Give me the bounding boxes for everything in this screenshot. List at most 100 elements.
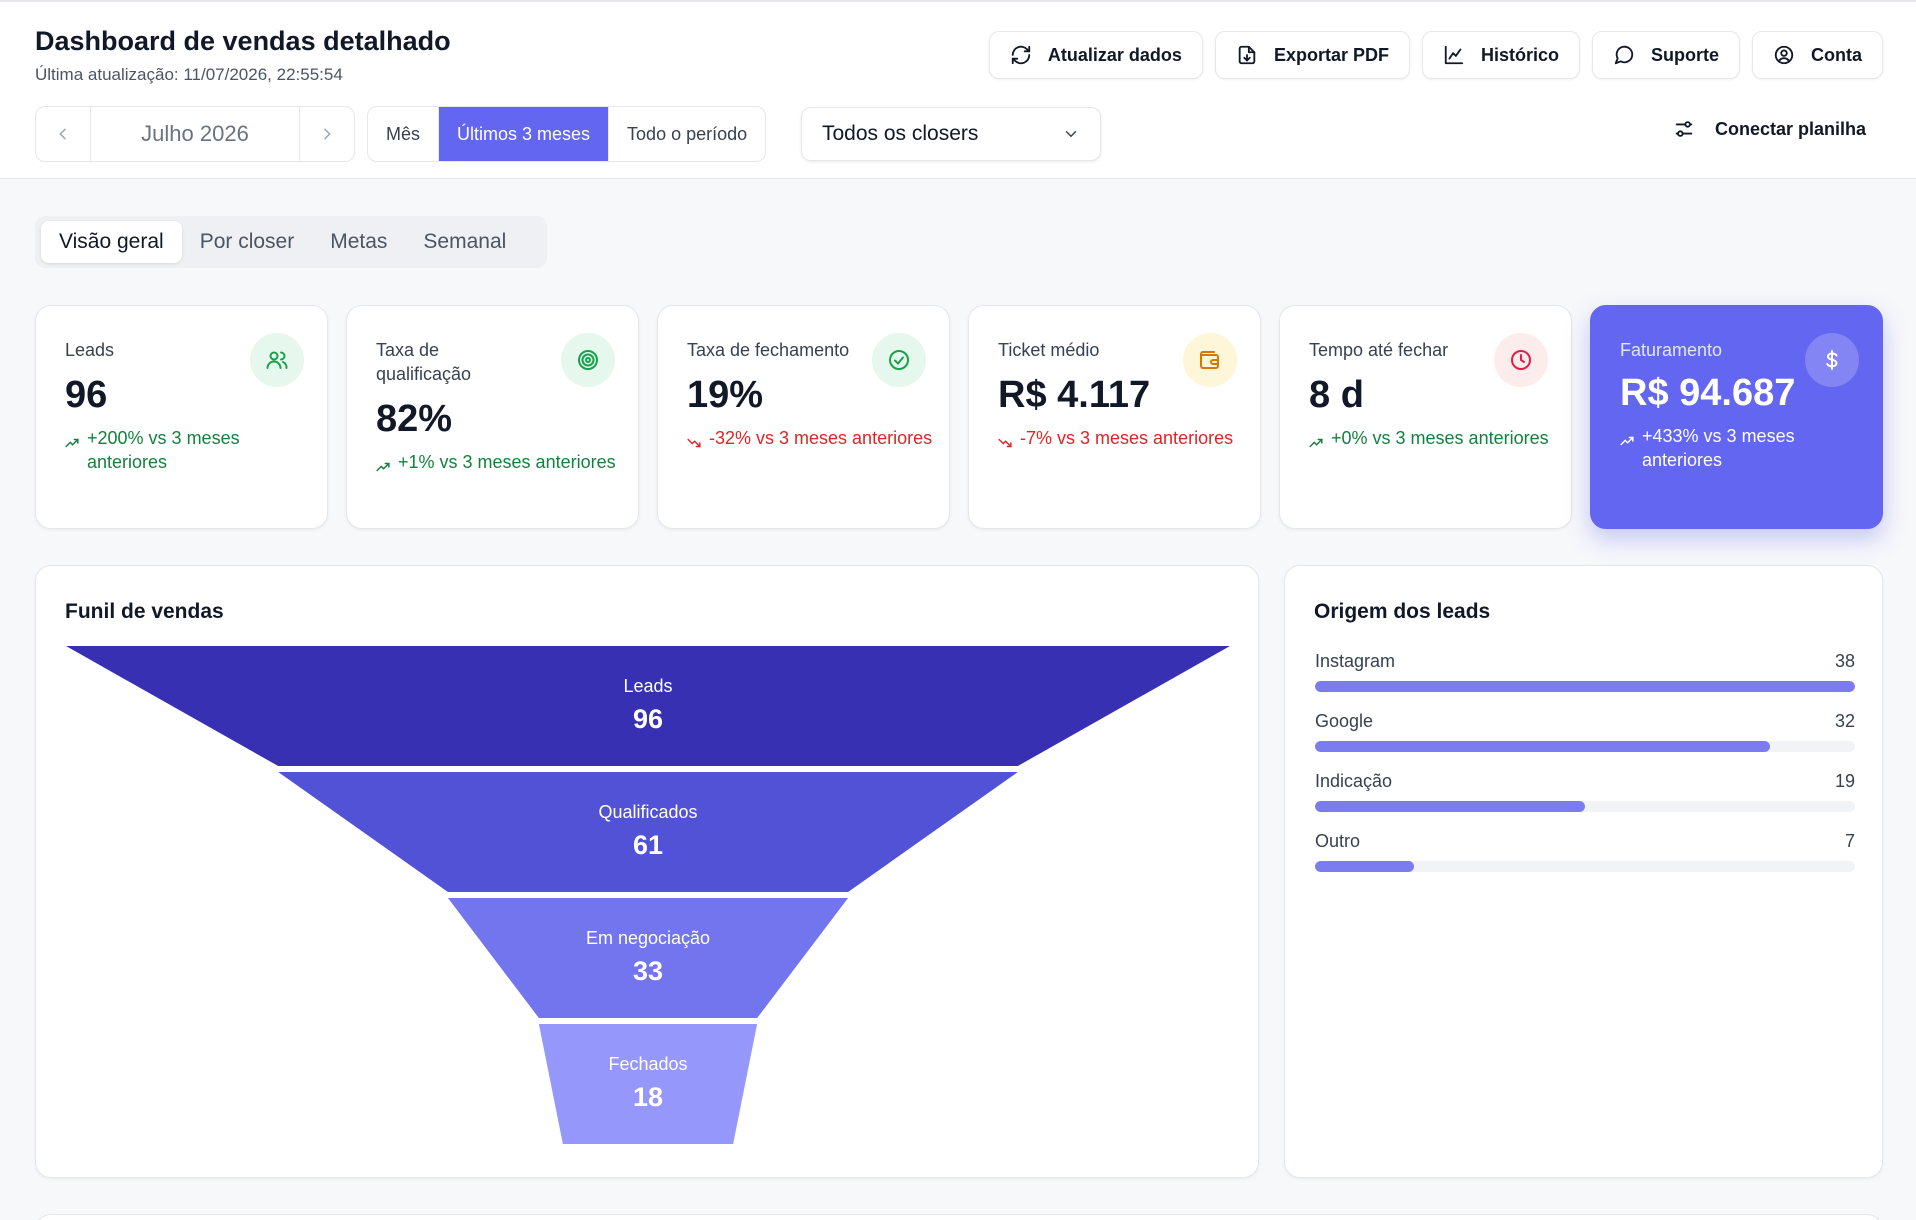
next-month-button[interactable] (299, 107, 354, 161)
period-month-option[interactable]: Mês (368, 107, 440, 161)
origin-name: Outro (1315, 831, 1361, 851)
trend-up-icon (65, 438, 79, 448)
kpi-value: 96 (65, 374, 108, 416)
funnel-stage (447, 898, 849, 1018)
origin-count: 19 (1834, 771, 1855, 791)
kpi-delta: +1% vs 3 meses anteriores (376, 450, 626, 474)
kpi-card-qualification-rate: Taxa de qualificação 82% +1% vs 3 meses … (346, 305, 639, 529)
funnel-stage-label: Leads (623, 676, 672, 696)
kpi-value: 19% (687, 374, 764, 416)
origin-name: Google (1315, 711, 1374, 731)
origin-bar-fill (1315, 681, 1855, 692)
origin-bar-track (1315, 681, 1855, 692)
check-circle-icon (872, 333, 926, 387)
chevron-right-icon (324, 128, 331, 140)
origin-bar-fill (1315, 801, 1585, 812)
kpi-label: Taxa de fechamento (687, 340, 850, 360)
kpi-label: Taxa de qualificação (376, 340, 472, 384)
kpi-card-time-to-close: Tempo até fechar 8 d +0% vs 3 meses ante… (1279, 305, 1572, 529)
period-last-3-months-option[interactable]: Últimos 3 meses (439, 107, 610, 161)
line-chart-icon (1444, 45, 1464, 65)
origin-count: 38 (1834, 651, 1855, 671)
month-navigator: Julho 2026 (35, 106, 355, 162)
kpi-label: Ticket médio (998, 340, 1100, 360)
target-icon (561, 333, 615, 387)
kpi-delta: +200% vs 3 meses anteriores (65, 426, 315, 474)
user-circle-icon (1774, 45, 1794, 65)
trend-up-icon (1620, 436, 1634, 446)
kpi-value: R$ 4.117 (998, 374, 1151, 416)
kpi-label: Tempo até fechar (1309, 340, 1449, 360)
funnel-stage-label: Em negociação (586, 928, 710, 948)
funnel-title: Funil de vendas (65, 600, 224, 623)
history-button[interactable]: Histórico (1421, 31, 1580, 79)
sales-funnel-chart: Leads 96 Qualificados 61 Em negociação 33 Fech… (66, 646, 1230, 1144)
kpi-delta: -32% vs 3 meses anteriores (687, 426, 937, 450)
connect-spreadsheet-label: Conectar planilha (1714, 118, 1866, 139)
sliders-icon (1675, 121, 1693, 137)
period-all-time-option[interactable]: Todo o período (627, 123, 748, 144)
trend-up-icon (1309, 438, 1323, 448)
tab-goals[interactable]: Metas (330, 230, 388, 253)
bottom-panel (35, 1214, 1883, 1220)
origin-title: Origem dos leads (1314, 600, 1491, 623)
funnel-stage-label: Fechados (608, 1054, 687, 1074)
account-button[interactable]: Conta (1752, 31, 1883, 79)
kpi-delta-text: +0% vs 3 meses anteriores (1331, 428, 1549, 448)
trend-up-icon (376, 462, 390, 472)
funnel-stage-value: 33 (633, 956, 663, 986)
funnel-stage-value: 18 (633, 1082, 663, 1112)
kpi-delta: -7% vs 3 meses anteriores (998, 426, 1248, 450)
origin-bar-track (1315, 861, 1855, 872)
kpi-delta: +0% vs 3 meses anteriores (1309, 426, 1559, 450)
origin-item: Instagram 38 (1315, 651, 1855, 711)
chevron-left-icon (59, 128, 66, 140)
header-actions: Atualizar dados Exportar PDF Histórico S… (988, 31, 1883, 79)
kpi-delta-text: -32% vs 3 meses anteriores (709, 428, 933, 448)
origin-item: Outro 7 (1315, 831, 1855, 891)
support-button[interactable]: Suporte (1591, 31, 1740, 79)
kpi-value: 8 d (1309, 374, 1364, 416)
support-label: Suporte (1650, 44, 1719, 65)
refresh-data-button[interactable]: Atualizar dados (988, 31, 1203, 79)
chat-bubble-icon (1614, 45, 1634, 65)
file-download-icon (1238, 45, 1256, 65)
funnel-stage (278, 772, 1018, 892)
current-month-label: Julho 2026 (141, 121, 249, 146)
funnel-stage (538, 1024, 758, 1144)
tab-by-closer[interactable]: Por closer (199, 230, 295, 253)
origin-bar-fill (1315, 741, 1770, 752)
origin-item: Google 32 (1315, 711, 1855, 771)
previous-month-button[interactable] (36, 107, 91, 161)
kpi-card-closing-rate: Taxa de fechamento 19% -32% vs 3 meses a… (657, 305, 950, 529)
export-pdf-label: Exportar PDF (1273, 44, 1389, 65)
export-pdf-button[interactable]: Exportar PDF (1214, 31, 1410, 79)
kpi-label: Leads (65, 340, 115, 360)
connect-spreadsheet-button[interactable]: Conectar planilha (1673, 118, 1866, 140)
account-label: Conta (1811, 44, 1862, 65)
origin-bar-fill (1315, 861, 1415, 872)
origin-list: Instagram 38 Google 32 Indicação 19 Outro 7 (1315, 651, 1855, 891)
tab-overview[interactable]: Visão geral (41, 221, 182, 263)
kpi-card-average-ticket: Ticket médio R$ 4.117 -7% vs 3 meses ant… (968, 305, 1261, 529)
clock-icon (1494, 333, 1548, 387)
tab-weekly[interactable]: Semanal (423, 230, 507, 253)
refresh-data-label: Atualizar dados (1047, 44, 1182, 65)
closer-select[interactable]: Todos os closers (801, 107, 1101, 161)
refresh-icon (1011, 45, 1031, 65)
origin-item: Indicação 19 (1315, 771, 1855, 831)
kpi-delta-text: +1% vs 3 meses anteriores (398, 452, 616, 472)
chevron-down-icon (1065, 131, 1077, 138)
origin-count: 7 (1844, 831, 1855, 851)
users-icon (250, 333, 304, 387)
last-update-text: Última atualização: 11/07/2026, 22:55:54 (35, 65, 343, 84)
kpi-delta-text: +433% vs 3 meses anteriores (1642, 426, 1795, 470)
origin-count: 32 (1834, 711, 1855, 731)
funnel-stage-value: 61 (633, 830, 663, 860)
history-label: Histórico (1480, 44, 1559, 65)
origin-bar-track (1315, 801, 1855, 812)
sales-funnel-panel: Funil de vendas Leads 96 Qualificados 61 Em … (35, 565, 1259, 1178)
trend-down-icon (998, 438, 1012, 448)
kpi-delta-text: +200% vs 3 meses anteriores (87, 428, 240, 472)
wallet-icon (1183, 333, 1237, 387)
